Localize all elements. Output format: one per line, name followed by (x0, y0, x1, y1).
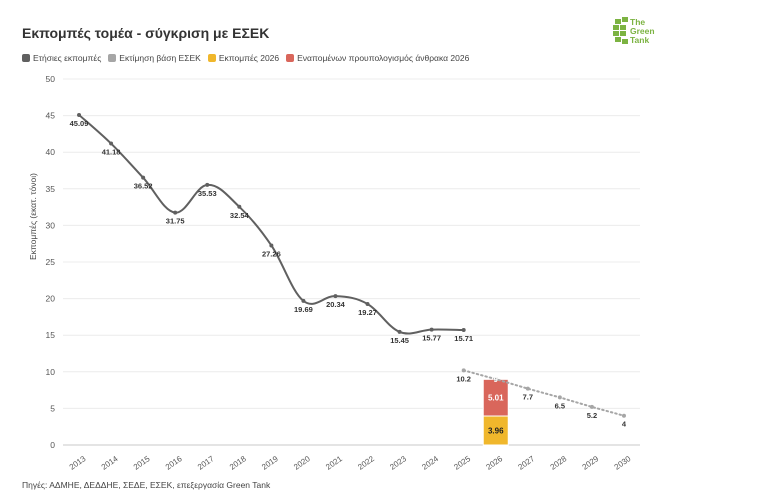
point-data-label: 4 (622, 420, 627, 429)
logo-line: The (630, 17, 646, 27)
x-tick-label: 2021 (324, 454, 344, 470)
data-point (397, 329, 402, 334)
bar-data-label: 3.96 (488, 427, 504, 436)
legend-item-esek[interactable]: Εκτίμηση βάση ΕΣΕΚ (108, 53, 201, 63)
logo-text: The Green Tank (630, 18, 655, 45)
y-tick-label: 25 (46, 257, 56, 267)
x-tick-label: 2025 (452, 454, 472, 470)
logo-line: Tank (630, 35, 650, 45)
data-point (557, 395, 562, 400)
y-tick-label: 10 (46, 367, 56, 377)
data-point (461, 328, 466, 333)
point-data-label: 20.34 (326, 300, 346, 309)
data-point (237, 204, 242, 209)
data-point (301, 298, 306, 303)
y-tick-label: 30 (46, 220, 56, 230)
point-data-label: 32.54 (230, 211, 250, 220)
x-tick-label: 2022 (356, 454, 376, 470)
data-point (173, 210, 178, 215)
point-data-label: 15.77 (422, 334, 441, 343)
source-note: Πηγές: ΑΔΜΗΕ, ΔΕΔΔΗΕ, ΣΕΔΕ, ΕΣΕΚ, επεξερ… (22, 480, 271, 490)
legend-label: Ετήσιες εκπομπές (33, 53, 102, 63)
legend-swatch (22, 54, 30, 62)
legend-swatch (207, 54, 216, 62)
x-tick-label: 2017 (196, 454, 216, 470)
series-line-annual (78, 114, 464, 335)
data-point (141, 175, 146, 180)
x-tick-label: 2027 (517, 454, 537, 470)
point-data-label: 45.09 (70, 119, 89, 128)
data-point (109, 141, 114, 146)
legend-swatch (286, 54, 295, 62)
point-data-label: 7.7 (523, 393, 533, 402)
x-tick-label: 2020 (292, 454, 312, 470)
point-data-label: 31.75 (166, 217, 185, 226)
x-tick-label: 2030 (613, 454, 633, 470)
point-data-label: 15.71 (454, 334, 473, 343)
x-tick-label: 2015 (132, 454, 152, 470)
data-point (461, 368, 466, 373)
point-data-label: 19.69 (294, 305, 313, 314)
point-data-label: 9 (494, 375, 498, 384)
x-tick-label: 2019 (260, 454, 280, 470)
x-tick-label: 2026 (484, 454, 504, 470)
data-point (493, 377, 498, 382)
data-point (269, 243, 274, 248)
point-data-label: 35.53 (198, 189, 217, 198)
x-tick-label: 2029 (581, 454, 601, 470)
legend-swatch (108, 54, 117, 62)
data-point (621, 413, 626, 418)
y-tick-label: 40 (46, 147, 56, 157)
data-point (525, 386, 530, 391)
y-tick-label: 45 (46, 111, 56, 121)
y-tick-label: 0 (50, 440, 55, 450)
data-point (333, 294, 338, 299)
green-tank-logo-icon (613, 17, 628, 44)
data-point (77, 112, 82, 117)
legend-label: Εκτίμηση βάση ΕΣΕΚ (119, 53, 201, 63)
x-tick-label: 2023 (388, 454, 408, 470)
data-point (205, 182, 210, 187)
y-tick-label: 20 (46, 294, 56, 304)
y-tick-label: 50 (46, 74, 56, 84)
x-tick-label: 2013 (68, 454, 88, 470)
legend-label: Εναπομένων προυπολογισμός άνθρακα 2026 (297, 53, 470, 63)
legend-item-annual[interactable]: Ετήσιες εκπομπές (22, 53, 101, 63)
y-tick-label: 15 (46, 330, 56, 340)
point-data-label: 6.5 (555, 401, 565, 410)
point-data-label: 15.45 (390, 336, 409, 345)
legend: Ετήσιες εκπομπές Εκτίμηση βάση ΕΣΕΚ Εκπο… (22, 53, 469, 63)
chart-title: Εκπομπές τομέα - σύγκριση με ΕΣΕΚ (22, 25, 270, 41)
x-tick-label: 2014 (100, 454, 120, 470)
point-data-label: 41.18 (102, 148, 121, 157)
point-data-label: 10.2 (456, 374, 471, 383)
bar-data-label: 5.01 (488, 394, 504, 403)
series-line-esek (462, 369, 625, 417)
point-data-label: 5.2 (587, 411, 597, 420)
x-tick-label: 2018 (228, 454, 248, 470)
data-point (365, 301, 370, 306)
y-tick-label: 35 (46, 184, 56, 194)
x-tick-label: 2016 (164, 454, 184, 470)
point-data-label: 36.52 (134, 182, 153, 191)
point-data-label: 27.26 (262, 249, 281, 258)
data-point (429, 327, 434, 332)
data-point (589, 404, 594, 409)
legend-item-budget[interactable]: Εναπομένων προυπολογισμός άνθρακα 2026 (286, 53, 469, 63)
legend-item-2026[interactable]: Εκπομπές 2026 (207, 53, 280, 63)
legend-label: Εκπομπές 2026 (218, 53, 280, 63)
x-tick-label: 2024 (420, 454, 440, 470)
logo-line: Green (630, 26, 655, 36)
point-data-label: 19.27 (358, 308, 377, 317)
y-tick-label: 5 (50, 403, 55, 413)
x-tick-label: 2028 (549, 454, 569, 470)
